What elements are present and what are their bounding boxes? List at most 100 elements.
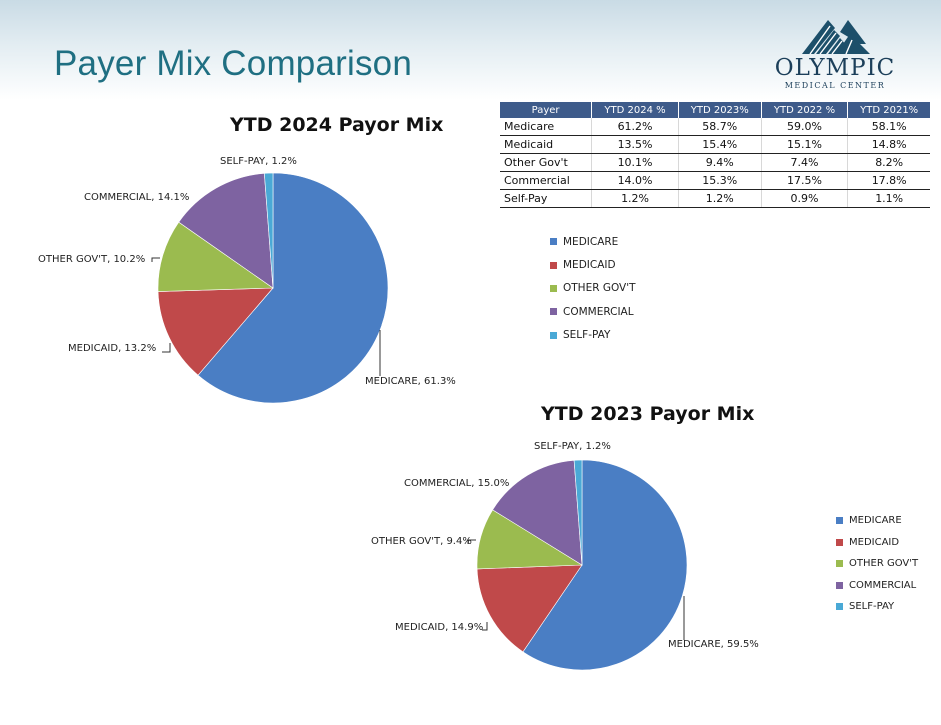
legend-label: MEDICAID (849, 536, 900, 548)
leader-line-other-gov-2024 (151, 257, 160, 262)
legend-swatch (550, 308, 557, 316)
legend-label: OTHER GOV'T (849, 558, 919, 570)
legend-label: MEDICAID (563, 259, 616, 272)
pie-slice-medicaid-2023 (476, 564, 583, 653)
legend-swatch (836, 517, 843, 525)
label-2024-commercial: COMMERCIAL, 14.1% (84, 192, 190, 203)
legend-label: MEDICARE (563, 235, 619, 248)
pie-slice-commercial-2023 (492, 459, 583, 566)
legend-label: MEDICARE (849, 515, 902, 527)
table-cell: 1.2% (591, 189, 679, 208)
legend-item-other-gov: OTHER GOV'T (836, 553, 918, 575)
leader-line-medicaid-2024 (162, 343, 171, 353)
column-header: Payer (500, 102, 593, 118)
table-cell: 13.5% (591, 135, 679, 154)
pie-slice-medicare-2023 (522, 459, 688, 671)
table-header-row: Payer YTD 2024 % YTD 2023% YTD 2022 % YT… (500, 102, 930, 118)
legend-label: COMMERCIAL (849, 579, 917, 591)
chart-title-2023: YTD 2023 Payor Mix (541, 403, 755, 425)
table-cell: Self-Pay (500, 189, 593, 208)
table-cell: 7.4% (761, 153, 849, 172)
legend-swatch (550, 261, 557, 269)
table-cell: 14.0% (591, 171, 679, 190)
table-cell: 59.0% (761, 118, 849, 136)
mountain-icon (802, 20, 870, 55)
table-cell: 0.9% (761, 189, 849, 208)
legend-item-medicaid: MEDICAID (550, 253, 636, 276)
legend-item-medicare: MEDICARE (550, 230, 636, 253)
legend-item-medicare: MEDICARE (836, 510, 918, 532)
table-cell: 17.5% (761, 171, 849, 190)
table-cell: 61.2% (591, 118, 679, 136)
legend-label: OTHER GOV'T (563, 282, 636, 295)
pie-slice-medicaid-2024 (157, 287, 274, 376)
leader-line-other-gov-2023 (467, 539, 476, 544)
pie-slice-self-pay-2023 (573, 459, 583, 566)
logo-name: OLYMPIC (774, 55, 896, 81)
table-cell: 8.2% (847, 153, 930, 172)
pie-2024 (151, 172, 389, 404)
label-2023-medicaid: MEDICAID, 14.9% (395, 622, 484, 633)
logo: OLYMPIC MEDICAL CENTER (770, 14, 900, 94)
legend-2024: MEDICARE MEDICAID OTHER GOV'T COMMERCIAL… (550, 230, 636, 347)
column-header: YTD 2021% (847, 102, 930, 118)
legend-2023: MEDICARE MEDICAID OTHER GOV'T COMMERCIAL… (836, 510, 918, 618)
pie-slice-other-gov-2024 (157, 221, 274, 292)
table-cell: 15.3% (678, 171, 762, 190)
payer-mix-table: Payer YTD 2024 % YTD 2023% YTD 2022 % YT… (500, 102, 930, 208)
header-band (0, 0, 941, 100)
column-header: YTD 2022 % (761, 102, 849, 118)
table-row: Self-Pay 1.2% 1.2% 0.9% 1.1% (500, 189, 930, 208)
table-cell: 14.8% (847, 135, 930, 154)
pie-2023 (467, 459, 688, 671)
label-2023-self-pay: SELF-PAY, 1.2% (534, 441, 611, 452)
table-row: Commercial 14.0% 15.3% 17.5% 17.8% (500, 171, 930, 190)
legend-item-commercial: COMMERCIAL (550, 300, 636, 323)
table-row: Other Gov't 10.1% 9.4% 7.4% 8.2% (500, 153, 930, 172)
table-cell: Medicaid (500, 135, 593, 154)
legend-label: COMMERCIAL (563, 305, 634, 318)
pie-slice-medicare-2024 (197, 172, 389, 404)
label-2024-other-gov: OTHER GOV'T, 10.2% (38, 254, 146, 265)
legend-swatch (550, 238, 557, 246)
column-header: YTD 2023% (678, 102, 762, 118)
table-row: Medicare 61.2% 58.7% 59.0% 58.1% (500, 118, 930, 136)
table-row: Medicaid 13.5% 15.4% 15.1% 14.8% (500, 135, 930, 154)
label-2023-commercial: COMMERCIAL, 15.0% (404, 478, 510, 489)
legend-swatch (836, 581, 843, 589)
table-cell: 9.4% (678, 153, 762, 172)
chart-title-2024: YTD 2024 Payor Mix (230, 114, 444, 136)
legend-swatch (550, 331, 557, 339)
table-cell: 58.1% (847, 118, 930, 136)
legend-label: SELF-PAY (849, 601, 895, 613)
page-title: Payer Mix Comparison (54, 44, 412, 83)
pie-slice-commercial-2024 (178, 173, 274, 289)
table-cell: 10.1% (591, 153, 679, 172)
legend-swatch (550, 284, 557, 292)
table-cell: Commercial (500, 171, 593, 190)
leader-line-medicaid-2023 (482, 622, 488, 631)
label-2024-self-pay: SELF-PAY, 1.2% (220, 156, 297, 167)
logo-subtitle: MEDICAL CENTER (784, 81, 886, 90)
legend-item-commercial: COMMERCIAL (836, 575, 918, 597)
table-cell: 58.7% (678, 118, 762, 136)
legend-item-self-pay: SELF-PAY (550, 324, 636, 347)
table-cell: 15.4% (678, 135, 762, 154)
table-cell: 17.8% (847, 171, 930, 190)
legend-item-medicaid: MEDICAID (836, 532, 918, 554)
table-cell: 1.1% (847, 189, 930, 208)
legend-item-other-gov: OTHER GOV'T (550, 277, 636, 300)
table-cell: 15.1% (761, 135, 849, 154)
legend-swatch (836, 603, 843, 611)
label-2024-medicaid: MEDICAID, 13.2% (68, 343, 157, 354)
label-2023-other-gov: OTHER GOV'T, 9.4% (371, 536, 472, 547)
label-2024-medicare: MEDICARE, 61.3% (365, 376, 456, 387)
legend-item-self-pay: SELF-PAY (836, 596, 918, 618)
table-cell: 1.2% (678, 189, 762, 208)
legend-label: SELF-PAY (563, 329, 611, 342)
table-cell: Medicare (500, 118, 593, 136)
legend-swatch (836, 560, 843, 568)
legend-swatch (836, 538, 843, 546)
column-header: YTD 2024 % (591, 102, 679, 118)
